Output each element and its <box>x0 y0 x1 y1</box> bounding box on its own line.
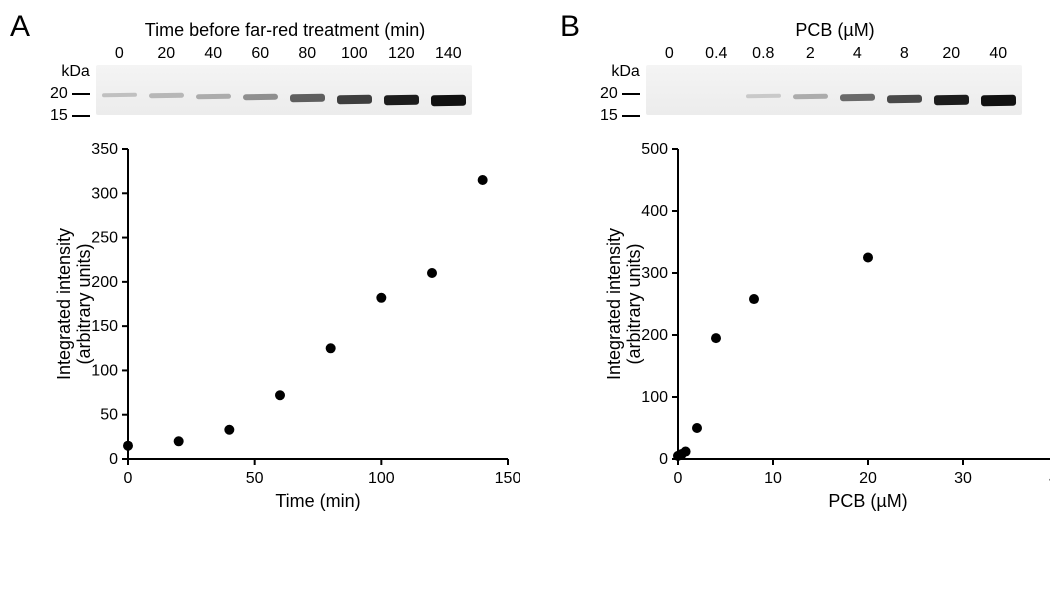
svg-text:350: 350 <box>91 141 118 158</box>
lane-label: 0 <box>96 45 143 65</box>
lane-label: 20 <box>928 45 975 65</box>
blot-band <box>337 94 372 103</box>
svg-text:200: 200 <box>91 274 118 291</box>
blot-band <box>243 94 278 101</box>
panel-b-blot-region: PCB (µM) kDa 20 15 00.40.82482040 <box>600 20 1050 127</box>
lane-label: 60 <box>237 45 284 65</box>
svg-text:20: 20 <box>859 470 877 487</box>
panel-a-chart-wrap: 0 50 100 150 200 250 300 350 0 50 100 150 Time (min)… <box>50 139 520 524</box>
kda-tick-15: 15 <box>50 105 90 127</box>
panel-a: A Time before far-red treatment (min) kD… <box>10 10 520 524</box>
kda-label: kDa <box>61 63 89 81</box>
svg-text:PCB (µM): PCB (µM) <box>828 491 907 511</box>
panel-b: B PCB (µM) kDa 20 15 00.40.82482040 0100… <box>560 10 1050 524</box>
lane-label: 40 <box>975 45 1022 65</box>
blot-band <box>290 94 325 102</box>
lane-label: 4 <box>834 45 881 65</box>
blot-band <box>887 94 922 103</box>
svg-text:30: 30 <box>954 470 972 487</box>
svg-text:100: 100 <box>368 470 395 487</box>
svg-text:50: 50 <box>246 470 264 487</box>
svg-text:500: 500 <box>641 141 668 158</box>
kda-tick-value: 15 <box>600 107 618 125</box>
lane-label: 120 <box>378 45 425 65</box>
panel-b-kda-col: kDa 20 15 <box>600 45 640 127</box>
lane-label: 2 <box>787 45 834 65</box>
panel-a-blot-wrap: kDa 20 15 020406080100120140 <box>50 45 520 127</box>
blot-band <box>149 93 184 98</box>
svg-text:50: 50 <box>100 407 118 424</box>
blot-band <box>981 95 1016 106</box>
panel-b-blot-image <box>646 65 1022 115</box>
kda-tick-20: 20 <box>50 83 90 105</box>
lane-label: 140 <box>425 45 472 65</box>
lane-label: 0.4 <box>693 45 740 65</box>
blot-band <box>431 95 466 106</box>
figure-root: A Time before far-red treatment (min) kD… <box>10 10 1040 524</box>
blot-band <box>102 93 137 98</box>
kda-tick-value: 20 <box>600 85 618 103</box>
svg-text:200: 200 <box>641 327 668 344</box>
svg-text:(arbitrary units): (arbitrary units) <box>624 243 644 364</box>
svg-text:400: 400 <box>641 203 668 220</box>
panel-a-lanes: 020406080100120140 <box>96 45 472 115</box>
panel-a-blot-title: Time before far-red treatment (min) <box>50 20 520 41</box>
svg-text:300: 300 <box>641 265 668 282</box>
svg-text:Time (min): Time (min) <box>275 491 360 511</box>
panel-b-label: B <box>560 10 580 44</box>
panel-b-blot-title: PCB (µM) <box>600 20 1050 41</box>
lane-label: 0.8 <box>740 45 787 65</box>
svg-text:10: 10 <box>764 470 782 487</box>
blot-band <box>934 94 969 104</box>
svg-text:(arbitrary units): (arbitrary units) <box>74 243 94 364</box>
kda-tick-20: 20 <box>600 83 640 105</box>
panel-b-chart: 0100200300400500010203040PCB (µM)Integra… <box>600 139 1050 519</box>
lane-label: 100 <box>331 45 378 65</box>
svg-text:Integrated intensity: Integrated intensity <box>54 228 74 380</box>
blot-band <box>840 94 875 102</box>
panel-b-chart-wrap: 0100200300400500010203040PCB (µM)Integra… <box>600 139 1050 524</box>
blot-band <box>196 93 231 99</box>
panel-b-lanes: 00.40.82482040 <box>646 45 1022 115</box>
blot-band <box>793 94 828 100</box>
panel-a-blot-region: Time before far-red treatment (min) kDa … <box>50 20 520 127</box>
svg-text:0: 0 <box>659 451 668 468</box>
panel-a-kda-col: kDa 20 15 <box>50 45 90 127</box>
panel-b-lane-header: 00.40.82482040 <box>646 45 1022 65</box>
svg-text:100: 100 <box>641 389 668 406</box>
svg-text:0: 0 <box>674 470 683 487</box>
panel-a-blot-image <box>96 65 472 115</box>
svg-text:0: 0 <box>109 451 118 468</box>
svg-text:150: 150 <box>495 470 520 487</box>
panel-a-chart: 0 50 100 150 200 250 300 350 0 50 100 150 Time (min)… <box>50 139 520 519</box>
lane-label: 0 <box>646 45 693 65</box>
kda-tick-value: 20 <box>50 85 68 103</box>
svg-text:300: 300 <box>91 185 118 202</box>
lane-label: 20 <box>143 45 190 65</box>
svg-text:0: 0 <box>124 470 133 487</box>
svg-text:Integrated intensity: Integrated intensity <box>604 228 624 380</box>
kda-tick-15: 15 <box>600 105 640 127</box>
svg-text:100: 100 <box>91 362 118 379</box>
lane-label: 80 <box>284 45 331 65</box>
blot-band <box>746 93 781 98</box>
panel-a-lane-header: 020406080100120140 <box>96 45 472 65</box>
panel-b-blot-wrap: kDa 20 15 00.40.82482040 <box>600 45 1050 127</box>
kda-tick-value: 15 <box>50 107 68 125</box>
lane-label: 8 <box>881 45 928 65</box>
lane-label: 40 <box>190 45 237 65</box>
svg-text:250: 250 <box>91 230 118 247</box>
kda-label: kDa <box>611 63 639 81</box>
blot-band <box>384 94 419 104</box>
svg-text:150: 150 <box>91 318 118 335</box>
panel-a-label: A <box>10 10 30 44</box>
